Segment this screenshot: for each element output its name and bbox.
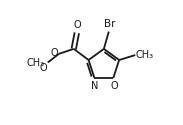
Text: O: O <box>73 20 81 30</box>
Text: O: O <box>51 48 58 58</box>
Text: N: N <box>91 81 99 91</box>
Text: O: O <box>110 81 118 91</box>
Text: Br: Br <box>104 19 115 29</box>
Text: CH₃: CH₃ <box>27 58 45 68</box>
Text: CH₃: CH₃ <box>136 50 154 60</box>
Text: O: O <box>40 63 47 73</box>
